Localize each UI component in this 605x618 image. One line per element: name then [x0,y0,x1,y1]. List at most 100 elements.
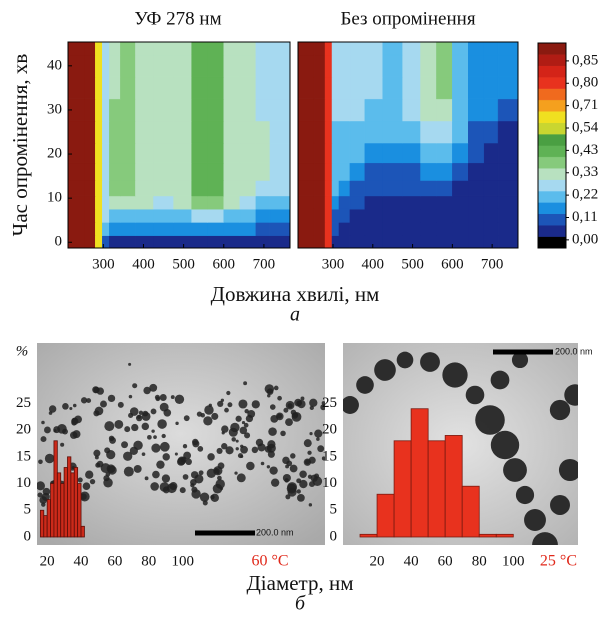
heatmap-cell [297,235,315,249]
heatmap-cell [402,142,421,164]
heatmap-cell [402,120,421,144]
heatmap-cell [497,222,519,236]
heatmap-cell [452,235,469,249]
heatmap-cell [497,54,519,78]
colorbar-block [537,54,567,66]
particle [511,351,529,369]
x-tick-label: 40 [74,553,89,569]
heatmap-cell [223,180,241,197]
heatmap-cell [364,54,383,78]
heatmap-cell [420,222,437,236]
heatmap-cell [402,180,421,197]
heatmap-cell [420,235,437,249]
scale-bar-label: 200.0 nm [256,527,294,537]
heatmap-cell [468,142,485,164]
heatmap-cell [338,41,351,56]
heatmap-cell [109,98,121,122]
particle [131,423,139,432]
histogram-bar [46,499,51,538]
particle [143,386,151,395]
particle [62,428,68,435]
particle [123,451,133,461]
histogram-bar [50,483,55,538]
particle [291,412,299,419]
heatmap-cell [313,235,326,249]
heatmap-cell [239,120,257,144]
particle [289,464,298,473]
heatmap-cell [420,180,437,197]
heatmap-cell [338,235,351,249]
heatmap-cell [468,162,485,181]
particle [246,461,255,471]
heatmap-cell [313,222,326,236]
heatmap-cell [364,98,383,122]
particle [107,394,116,403]
heatmap-cell [102,195,110,210]
heatmap-cell [255,235,271,249]
heatmap-cell [95,120,103,144]
heatmap-cell [497,142,519,164]
particle [141,452,146,456]
heatmap-cell [269,222,291,236]
heatmap-cell [207,180,225,197]
heatmap-cell [109,142,121,164]
particle [41,420,45,425]
histogram-bar [77,483,82,538]
heatmap-cell [364,142,383,164]
colorbar-block [537,156,567,169]
chart-title: Без опромінення [340,8,475,29]
particle [128,394,133,399]
particle [267,450,275,458]
particle [309,432,313,436]
y-tick-label: 0 [55,234,63,250]
heatmap-cell [191,222,208,236]
heatmap-cell [468,120,485,144]
x-tick-label: 60 [107,553,122,569]
histogram-bar [427,440,446,538]
heatmap-cell [102,120,110,144]
x-tick-label: 80 [141,553,156,569]
particle [221,443,228,450]
heatmap-cell [120,222,136,236]
heatmap-cell [173,222,192,236]
colorbar-block [537,179,567,192]
particle [225,446,234,455]
particle [270,478,280,487]
heatmap-cell [452,120,469,144]
heatmap-cell [173,54,192,78]
heatmap-cell [452,195,469,210]
particle [132,383,138,389]
heatmap-cell [324,41,333,56]
histogram-bar [359,533,378,538]
particle [170,395,175,399]
particle [549,399,571,421]
heatmap-cell [420,162,437,181]
particle [149,383,158,392]
particle [290,453,296,459]
particle [80,397,88,404]
heatmap-cell [153,180,174,197]
heatmap-cell [436,54,453,78]
heatmap-cell [120,76,136,100]
heatmap-cell [135,235,154,249]
heatmap-cell [135,76,154,100]
particle [151,429,155,433]
heatmap-cell [452,162,469,181]
x-tick-label: 500 [401,256,424,272]
heatmap-cell [468,222,485,236]
particle [299,470,307,478]
particle [128,362,132,366]
heatmap-cell [269,162,291,181]
particle [475,405,505,435]
particle [280,430,286,437]
heatmap-cell [349,120,366,144]
particle [109,436,116,444]
particle [321,401,325,405]
heatmap-cell [191,208,208,223]
particle [273,385,279,391]
particle [69,406,73,411]
heatmap-cell [95,41,103,56]
heatmap-cell [436,180,453,197]
annotation: 25 °C [540,553,577,570]
heatmap-cell [349,235,366,249]
